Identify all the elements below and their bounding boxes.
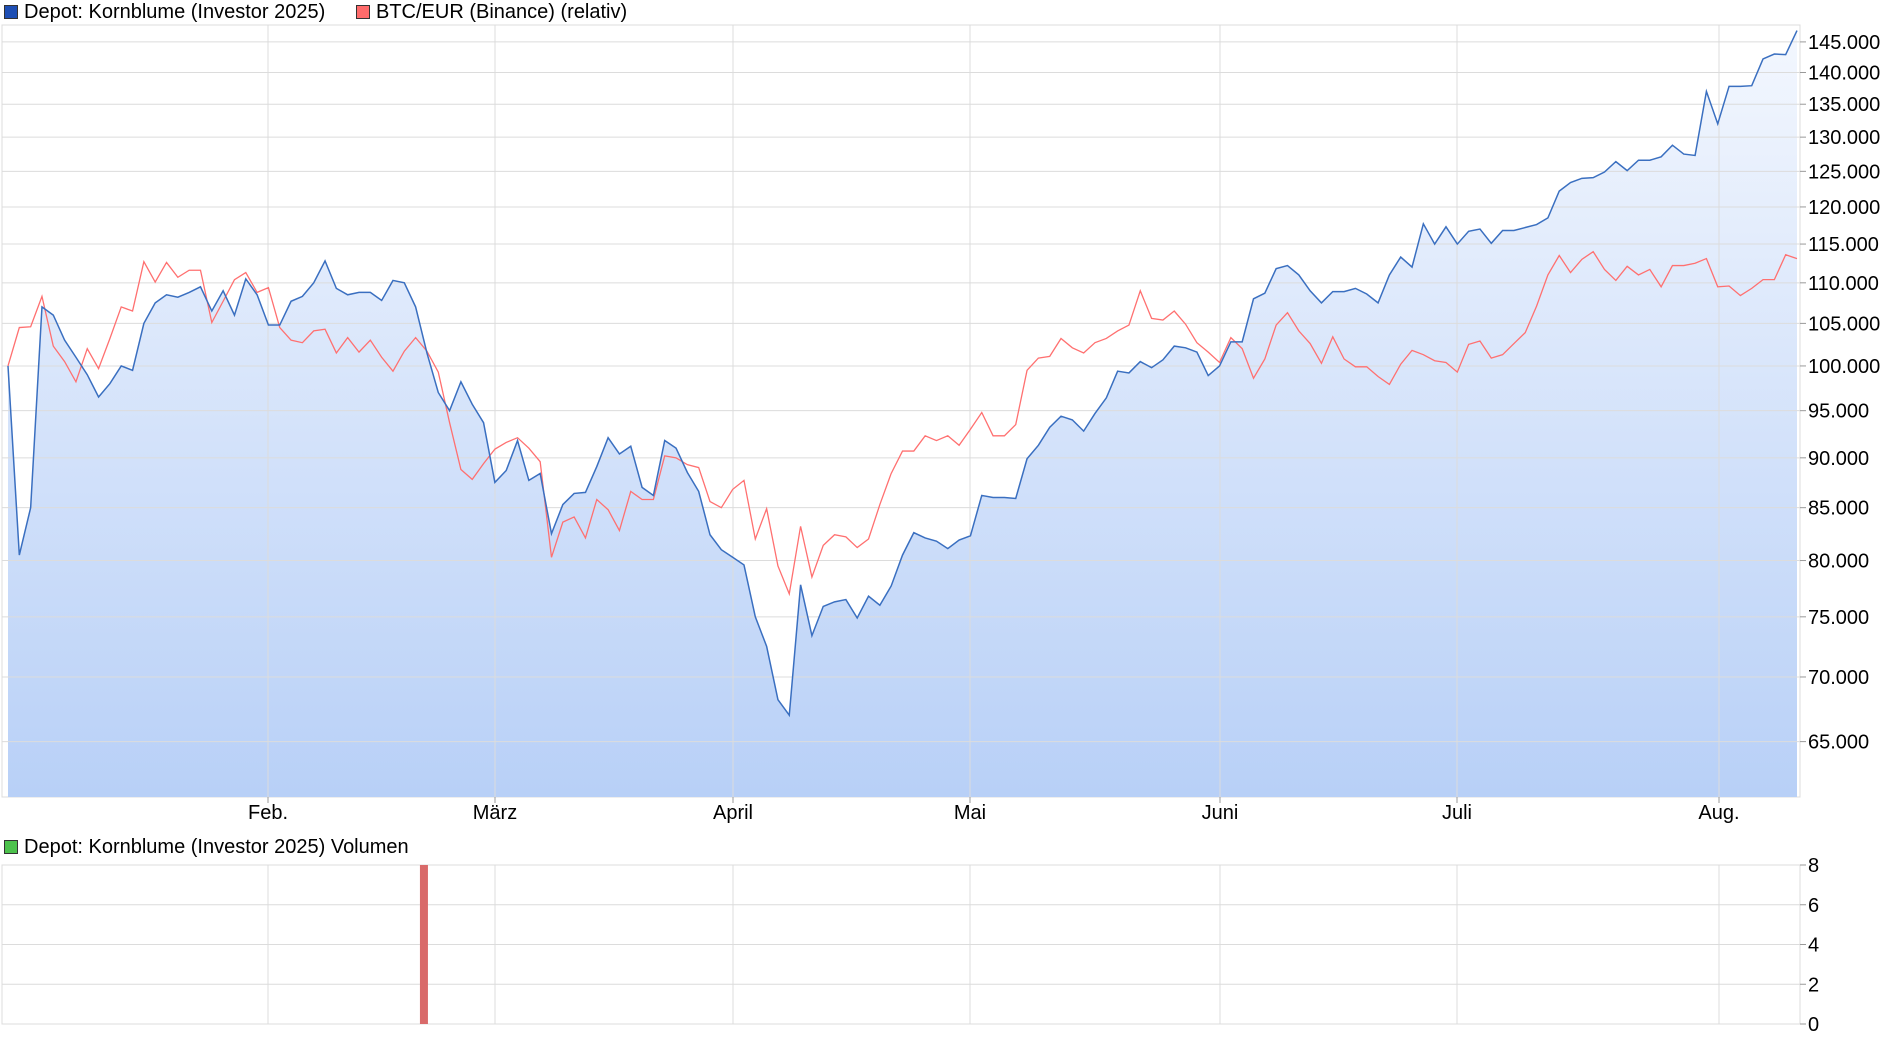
y-tick-label: 65.000	[1808, 732, 1869, 754]
x-tick-label: März	[473, 802, 517, 824]
volume-chart: 0 2 4 6 8	[1, 855, 1819, 1036]
x-tick-label: Mai	[954, 802, 986, 824]
x-tick-label: April	[713, 802, 753, 824]
legend-swatch-depot	[4, 5, 18, 19]
legend-swatch-btc	[356, 5, 370, 19]
legend-label-volume: Depot: Kornblume (Investor 2025) Volumen	[24, 835, 409, 858]
y-tick-label: 95.000	[1808, 401, 1869, 423]
y-tick-label: 105.000	[1808, 313, 1880, 335]
x-tick-label: Juni	[1202, 802, 1239, 824]
y-tick-label: 70.000	[1808, 667, 1869, 689]
legend-swatch-volume	[4, 840, 18, 854]
x-tick-label: Aug.	[1698, 802, 1739, 824]
depot-area-fill	[8, 30, 1797, 798]
volume-y-tick-label: 4	[1808, 935, 1819, 957]
y-tick-label: 75.000	[1808, 607, 1869, 629]
y-tick-label: 100.000	[1808, 356, 1880, 378]
legend-item-depot: Depot: Kornblume (Investor 2025)	[4, 0, 325, 24]
price-chart: 65.000 70.000 75.000 80.000 85.000 90.000 95.0…	[1, 24, 1880, 824]
btc-line	[7, 250, 1798, 597]
volume-bar	[419, 865, 428, 1024]
y-tick-label: 85.000	[1808, 498, 1869, 520]
volume-y-tick-label: 6	[1808, 895, 1819, 917]
volume-y-tick-label: 8	[1808, 855, 1819, 877]
y-tick-label: 80.000	[1808, 551, 1869, 573]
legend-label-depot: Depot: Kornblume (Investor 2025)	[24, 0, 326, 23]
legend-item-volume: Depot: Kornblume (Investor 2025) Volumen	[4, 835, 409, 859]
y-tick-label: 135.000	[1808, 94, 1880, 116]
y-tick-label: 125.000	[1808, 161, 1880, 183]
volume-y-tick-label: 0	[1808, 1014, 1819, 1036]
legend-item-btc: BTC/EUR (Binance) (relativ)	[356, 0, 627, 24]
y-tick-label: 140.000	[1808, 63, 1880, 85]
volume-y-tick-label: 2	[1808, 974, 1819, 996]
y-tick-label: 115.000	[1808, 234, 1879, 256]
depot-line	[7, 30, 1798, 718]
x-tick-label: Feb.	[248, 802, 288, 824]
y-tick-label: 90.000	[1808, 448, 1869, 470]
y-tick-label: 110.000	[1808, 273, 1879, 295]
y-tick-label: 120.000	[1808, 197, 1880, 219]
y-tick-label: 145.000	[1808, 32, 1880, 54]
x-tick-label: Juli	[1442, 802, 1472, 824]
y-tick-label: 130.000	[1808, 127, 1880, 149]
legend-label-btc: BTC/EUR (Binance) (relativ)	[376, 0, 628, 23]
